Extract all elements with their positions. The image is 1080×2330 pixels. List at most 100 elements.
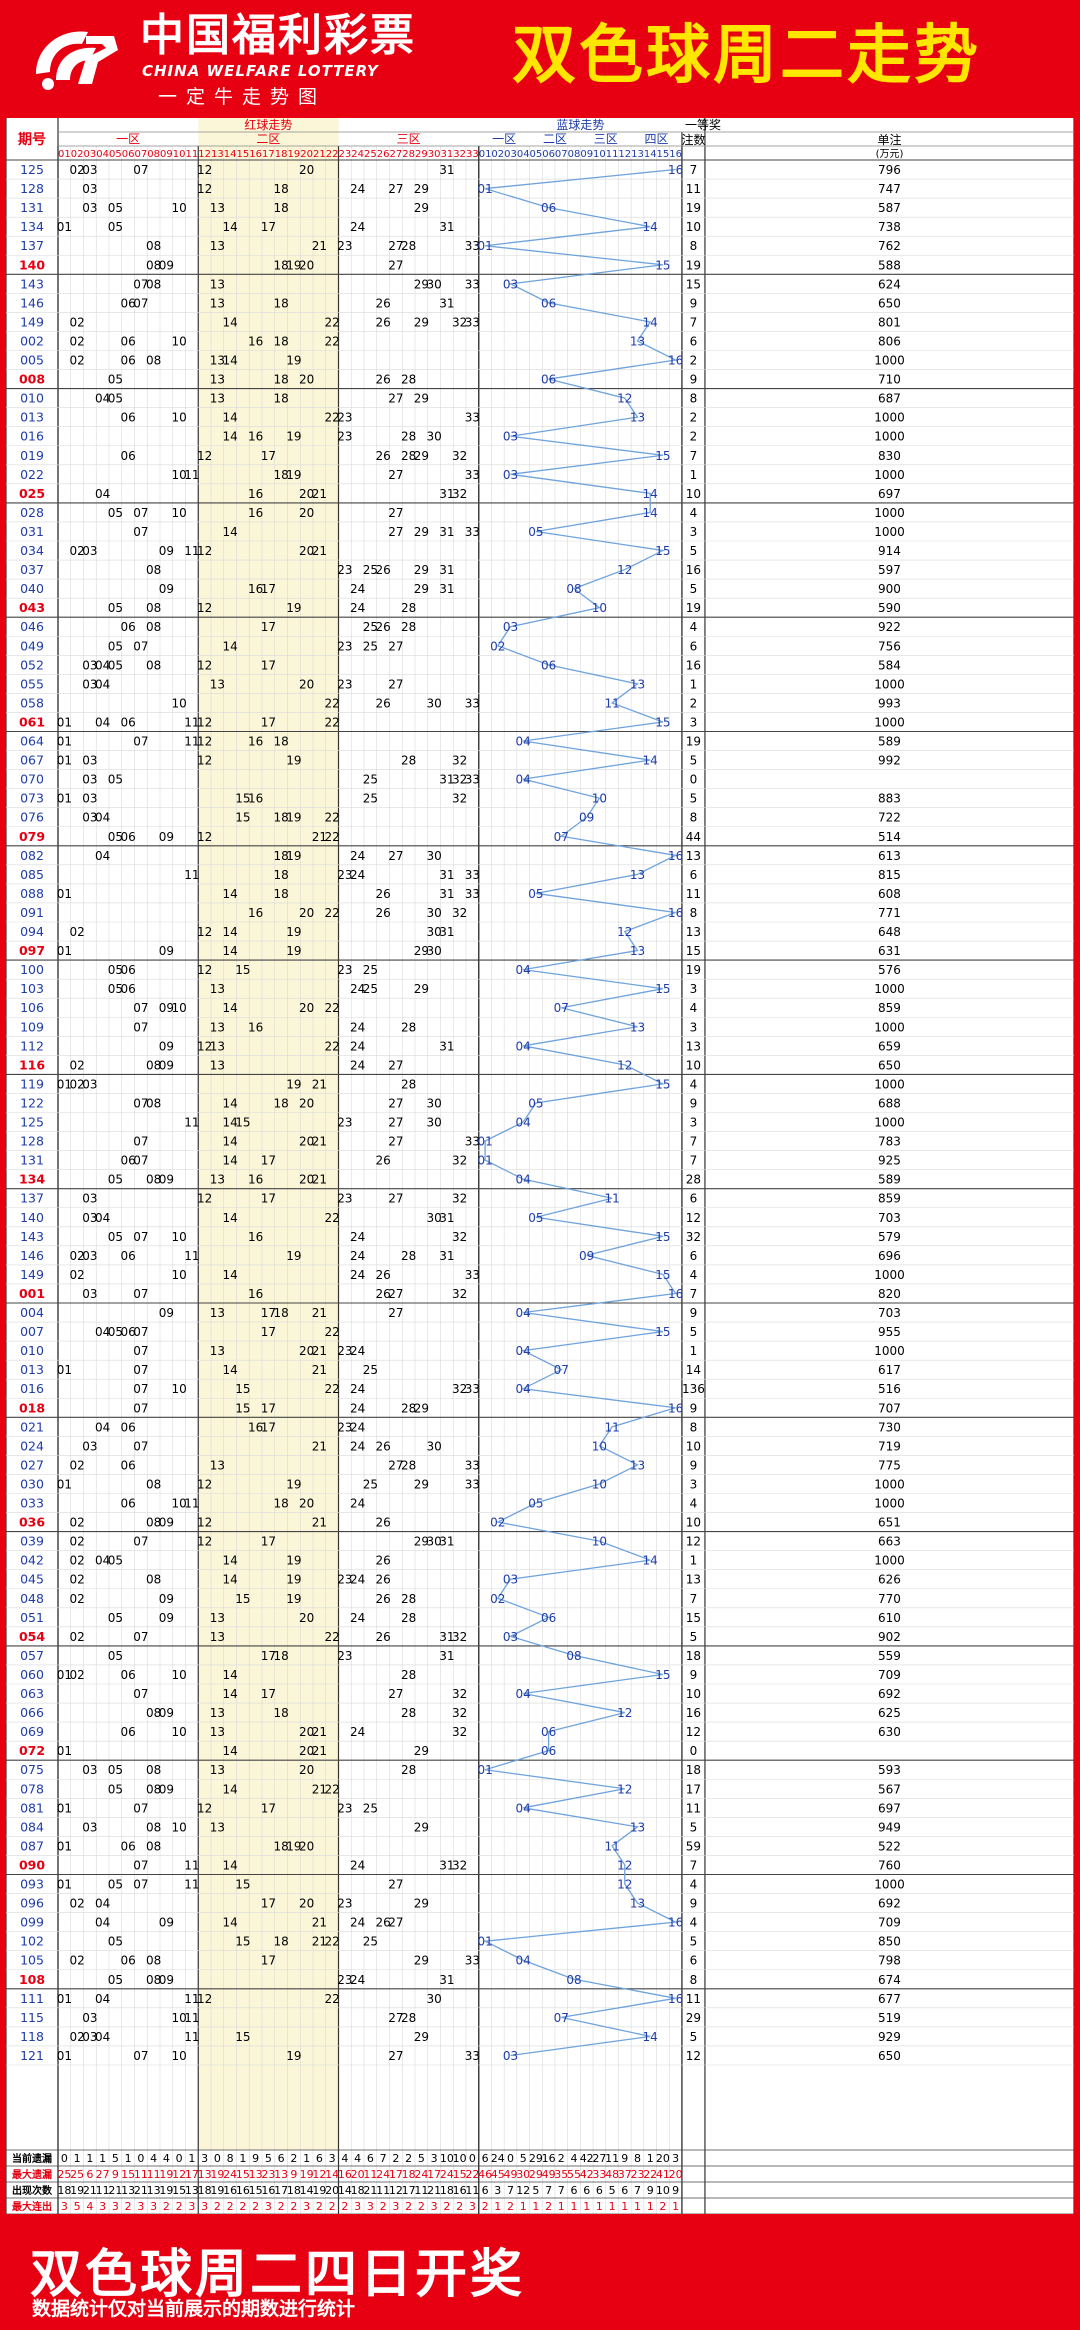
red-ball: 07	[133, 1287, 148, 1301]
period-label: 031	[20, 524, 44, 539]
red-ball: 13	[210, 1706, 225, 1720]
period-label: 079	[19, 829, 45, 844]
red-ball: 07	[133, 1096, 148, 1110]
red-stat-value: 0	[61, 2152, 68, 2165]
prize-amount: 929	[878, 2030, 901, 2044]
period-label: 149	[20, 314, 44, 329]
red-ball: 18	[273, 1649, 288, 1663]
blue-ball: 02	[490, 639, 505, 653]
blue-stat-value: 5	[609, 2184, 616, 2197]
red-ball: 08	[146, 354, 161, 368]
red-stat-value: 15	[453, 2168, 467, 2181]
winner-count: 4	[690, 506, 698, 520]
winner-count: 1	[690, 1344, 698, 1358]
period-label: 087	[20, 1838, 44, 1853]
period-label: 005	[20, 353, 44, 368]
red-ball: 04	[95, 1211, 110, 1225]
red-stat-value: 2	[239, 2200, 246, 2213]
prize-amount: 830	[878, 449, 901, 463]
prize-amount: 1000	[874, 677, 905, 691]
red-ball: 23	[337, 563, 352, 577]
winner-count: 32	[686, 1230, 701, 1244]
red-ball: 09	[159, 258, 174, 272]
period-label: 007	[20, 1324, 44, 1339]
red-ball: 18	[273, 868, 288, 882]
blue-number-header: 03	[504, 149, 517, 160]
red-ball: 24	[350, 849, 365, 863]
blue-stat-value: 12	[516, 2184, 530, 2197]
red-ball: 21	[312, 1344, 327, 1358]
red-ball: 02	[69, 1554, 84, 1568]
blue-stat-value: 55	[567, 2168, 581, 2181]
red-ball: 03	[82, 544, 97, 558]
red-ball: 26	[375, 1592, 390, 1606]
red-ball: 09	[159, 1001, 174, 1015]
prize-amount: 902	[878, 1630, 901, 1644]
red-stat-value: 14	[325, 2168, 339, 2181]
red-ball: 23	[337, 239, 352, 253]
red-ball: 33	[465, 2049, 480, 2063]
red-ball: 03	[82, 163, 97, 177]
red-stat-value: 18	[440, 2184, 454, 2197]
red-ball: 01	[57, 735, 72, 749]
red-stat-value: 16	[261, 2184, 275, 2197]
red-number-header: 30	[428, 149, 441, 160]
red-ball: 18	[273, 334, 288, 348]
blue-ball: 12	[617, 925, 632, 939]
blue-ball: 13	[630, 1020, 645, 1034]
red-ball: 31	[439, 582, 454, 596]
blue-ball: 02	[490, 1592, 505, 1606]
prize-amount: 719	[878, 1439, 901, 1453]
blue-ball: 07	[554, 1001, 569, 1015]
red-stat-value: 5	[112, 2152, 119, 2165]
stats-label: 最大遗漏	[12, 2168, 52, 2181]
red-stat-value: 3	[150, 2200, 157, 2213]
period-label: 016	[20, 1381, 44, 1396]
red-ball: 31	[439, 220, 454, 234]
blue-ball: 11	[604, 696, 619, 710]
blue-stat-value: 49	[542, 2168, 556, 2181]
red-ball: 13	[210, 277, 225, 291]
red-ball: 02	[69, 2030, 84, 2044]
blue-ball: 08	[566, 582, 581, 596]
red-ball: 23	[337, 411, 352, 425]
red-ball: 20	[299, 1497, 314, 1511]
period-label: 028	[20, 505, 44, 520]
period-label: 108	[19, 1972, 45, 1987]
red-ball: 25	[363, 1477, 378, 1491]
red-ball: 20	[299, 1173, 314, 1187]
red-ball: 22	[324, 1935, 339, 1949]
red-number-header: 07	[135, 149, 148, 160]
prize-amount: 1000	[874, 430, 905, 444]
red-ball: 28	[401, 1611, 416, 1625]
red-ball: 26	[375, 1154, 390, 1168]
red-ball: 10	[171, 1382, 186, 1396]
red-ball: 18	[273, 887, 288, 901]
red-ball: 04	[95, 2030, 110, 2044]
winner-count: 12	[686, 1535, 701, 1549]
red-ball: 03	[82, 1287, 97, 1301]
red-ball: 11	[184, 868, 199, 882]
blue-ball: 15	[655, 1230, 670, 1244]
blue-ball: 04	[516, 1116, 531, 1130]
red-ball: 26	[375, 696, 390, 710]
prize-amount: 992	[878, 754, 901, 768]
winner-count: 18	[686, 1649, 701, 1663]
red-ball: 26	[375, 620, 390, 634]
red-ball: 25	[363, 563, 378, 577]
blue-stat-value: 27	[592, 2152, 606, 2165]
period-label: 013	[20, 410, 44, 425]
red-ball: 26	[375, 315, 390, 329]
red-ball: 07	[133, 1801, 148, 1815]
prize-amount: 576	[878, 963, 901, 977]
blue-number-header: 13	[631, 149, 644, 160]
red-ball: 04	[95, 1554, 110, 1568]
period-label: 039	[20, 1534, 44, 1549]
red-ball: 14	[222, 1211, 237, 1225]
red-ball: 27	[388, 392, 403, 406]
blue-number-header: 14	[644, 149, 657, 160]
winner-count: 5	[690, 792, 698, 806]
red-stat-value: 19	[159, 2168, 173, 2181]
red-ball: 24	[350, 182, 365, 196]
blue-zone1-header: 一区	[492, 132, 516, 146]
